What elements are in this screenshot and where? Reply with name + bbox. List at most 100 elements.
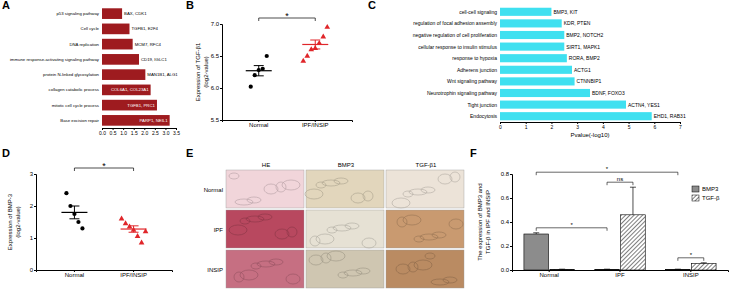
tick: 0 [30,267,36,273]
panel-letter: A [2,0,10,11]
error-cap [675,269,681,270]
tick: Normal [540,270,559,278]
bar [500,112,652,120]
tick-label: 1 [525,124,528,130]
annotation: * [102,161,106,171]
micrograph [226,170,304,208]
tick-label: Normal [249,122,268,128]
tick-label: 3 [576,124,579,130]
tick-mark [510,246,512,247]
axis-title: The expression of BMP3 and [477,183,483,260]
micrograph [306,210,384,248]
plot-area [524,187,716,270]
row-label: IPF [214,227,224,233]
axis: 0.00.51.01.52.02.53.03.5 [99,128,180,136]
tick: 2 [551,122,554,130]
tick-mark [510,222,512,223]
tick: 0.5 [110,128,117,136]
bar [102,115,170,126]
tick-label: Normal [65,272,84,278]
axis-line [37,271,173,273]
bar [500,101,626,109]
tissue-texture [425,253,435,259]
error-cap [630,187,636,188]
category-label: Neurotrophin signaling pathway [427,90,498,96]
panel-B: B5.56.06.57.0NormalIPF/INSIPExpression o… [186,0,353,128]
annotation: * [690,252,693,258]
tissue-texture [327,251,345,261]
micrograph [386,170,464,208]
tick: 3.5 [173,128,180,136]
micrograph [226,210,304,248]
tick-label: 0.0 [99,130,106,136]
point [300,58,306,63]
tick: 7.0 [211,21,222,27]
tissue-texture [397,217,407,227]
category-label: cell-cell signaling [459,9,497,15]
tick-label: 1 [30,235,34,241]
tick-label: 6 [653,124,656,130]
tissue-texture [305,189,323,199]
error-cap [310,40,320,41]
gene-label: CTNNBIP1 [577,78,602,84]
tick-mark [220,120,222,121]
tissue-texture [240,270,258,280]
gene-label: TGFB1, PRC1 [127,103,155,108]
tissue-texture [287,227,297,237]
tick-label: 2 [551,124,554,130]
tissue-texture [403,215,421,225]
annotation: ns [617,176,623,182]
tissue-texture [229,225,247,235]
tick-label: 0.2 [501,243,510,249]
bar [500,77,575,85]
gene-label: EHD1, RAB31 [654,113,686,119]
tick: 6.5 [211,53,222,59]
category-label: response to hypoxia [452,55,497,61]
tissue-texture [246,216,264,222]
bar [500,43,564,51]
gene-label: MCM7, RFC4 [135,42,162,47]
bracket [607,182,633,185]
tick-label: 3.0 [162,130,169,136]
bar [595,269,620,270]
tick: Normal [249,120,268,128]
row-label: INSIP [207,267,223,273]
tick: 2.5 [152,128,159,136]
error-cap [254,75,264,76]
micrograph [226,250,304,288]
column-header: BMP3 [338,162,355,168]
error-cap [69,218,79,219]
bar [500,54,567,62]
axis-line [223,121,353,123]
tissue-texture [344,270,362,276]
error-cap [310,48,320,49]
axis-title: (log2-value) [15,206,21,238]
tick-label: 3 [30,171,34,177]
tick-mark [34,270,36,271]
category-label: Tight junction [467,102,497,108]
bar [550,269,575,270]
tissue-texture [276,182,286,192]
tick: IPF/INSIP [120,270,147,278]
axis-title: Pvalue(-log10) [570,132,609,138]
gene-label: RORA, BMP2 [569,55,600,61]
tick: 0.0 [99,128,106,136]
tick: 3 [576,122,579,130]
plot-area [246,24,330,89]
tissue-texture [432,232,446,238]
bar [102,54,139,65]
error-bar [315,40,316,49]
tick: 6 [653,122,656,130]
tick-label: INSIP [683,272,699,278]
point [119,216,125,221]
axis-line [510,175,513,271]
tick-mark [34,206,36,207]
tick: 5.5 [211,117,222,123]
legend: BMP3TGF-β [692,186,720,201]
tissue-texture [234,272,244,282]
category-label: p53 signaling pathway [56,11,99,16]
bar [102,69,145,80]
tick-label: 1.5 [131,130,138,136]
tick-label: IPF [615,272,625,278]
tick-label: 7 [679,124,682,130]
